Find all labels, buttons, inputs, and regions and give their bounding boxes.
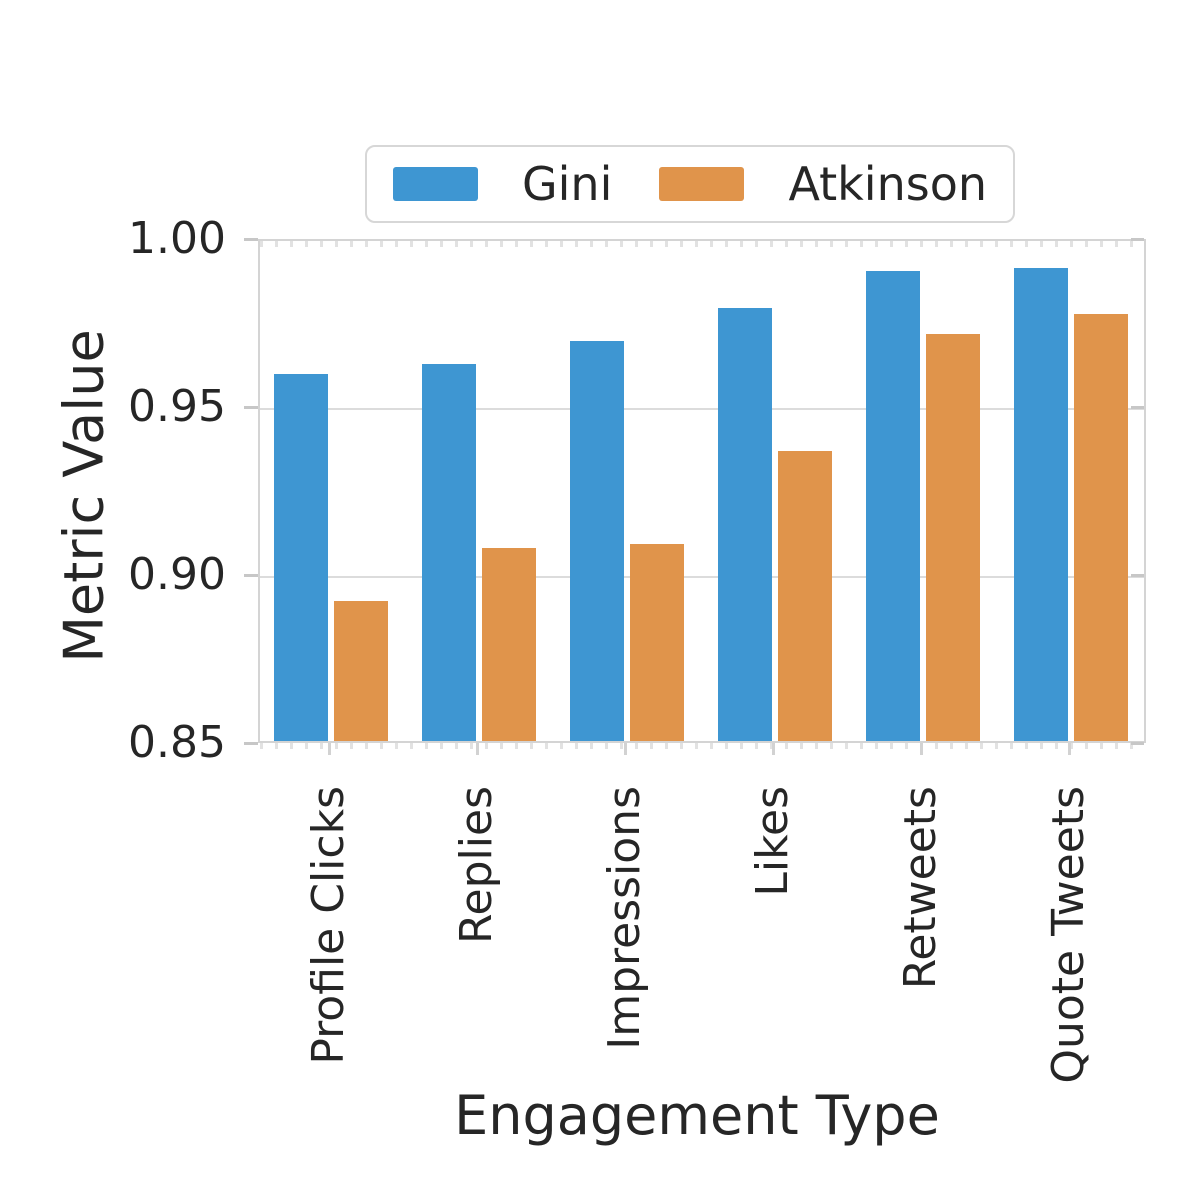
- legend-swatch-atkinson: [659, 167, 745, 201]
- y-tick-label: 1.00: [128, 213, 226, 264]
- bar-atkinson-quote-tweets: [1074, 314, 1128, 741]
- x-tick-retweets: [919, 743, 923, 755]
- legend-label: Atkinson: [788, 157, 987, 211]
- left-tick-1.00: [244, 237, 258, 241]
- legend-label: Gini: [522, 157, 613, 211]
- plot-area: [258, 239, 1146, 749]
- gridline-0.90: [260, 576, 1144, 578]
- x-tick-label-impressions: Impressions: [598, 786, 650, 1050]
- left-tick-0.95: [244, 405, 258, 409]
- x-tick-quote-tweets: [1067, 743, 1071, 755]
- bar-atkinson-replies: [482, 547, 536, 741]
- x-tick-impressions: [623, 743, 627, 755]
- x-tick-label-retweets: Retweets: [894, 786, 946, 990]
- x-tick-label-replies: Replies: [450, 786, 502, 945]
- left-tick-0.90: [244, 573, 258, 577]
- x-tick-label-profile-clicks: Profile Clicks: [302, 786, 354, 1065]
- x-axis-label: Engagement Type: [454, 1084, 940, 1147]
- bar-gini-likes: [718, 307, 772, 741]
- legend-swatch-gini: [393, 167, 478, 201]
- gridline-0.95: [260, 408, 1144, 410]
- bar-atkinson-profile-clicks: [334, 601, 388, 741]
- right-tick-0.95: [1131, 405, 1144, 409]
- bar-gini-retweets: [866, 271, 920, 741]
- bar-gini-profile-clicks: [274, 374, 328, 741]
- bar-gini-impressions: [570, 341, 624, 741]
- bottom-minor-ticks: [260, 743, 1144, 749]
- right-tick-1.00: [1131, 237, 1144, 241]
- bar-atkinson-likes: [778, 451, 832, 741]
- right-tick-0.90: [1131, 573, 1144, 577]
- x-tick-profile-clicks: [327, 743, 331, 755]
- legend-item-gini: Gini: [393, 161, 612, 207]
- bar-atkinson-impressions: [630, 544, 684, 741]
- y-tick-label: 0.90: [128, 549, 226, 600]
- right-tick-0.85: [1131, 741, 1144, 745]
- top-minor-ticks: [260, 241, 1144, 247]
- x-tick-likes: [771, 743, 775, 755]
- left-tick-0.85: [244, 741, 258, 745]
- y-tick-label: 0.95: [128, 381, 226, 432]
- x-tick-replies: [475, 743, 479, 755]
- bar-atkinson-retweets: [926, 334, 980, 741]
- y-axis-label: Metric Value: [52, 329, 116, 663]
- legend: Gini Atkinson: [365, 145, 1015, 223]
- y-tick-label: 0.85: [128, 717, 226, 768]
- legend-item-atkinson: Atkinson: [659, 161, 987, 207]
- bar-gini-quote-tweets: [1014, 267, 1068, 741]
- bar-gini-replies: [422, 364, 476, 741]
- x-tick-label-quote-tweets: Quote Tweets: [1042, 786, 1094, 1084]
- x-tick-label-likes: Likes: [746, 786, 798, 897]
